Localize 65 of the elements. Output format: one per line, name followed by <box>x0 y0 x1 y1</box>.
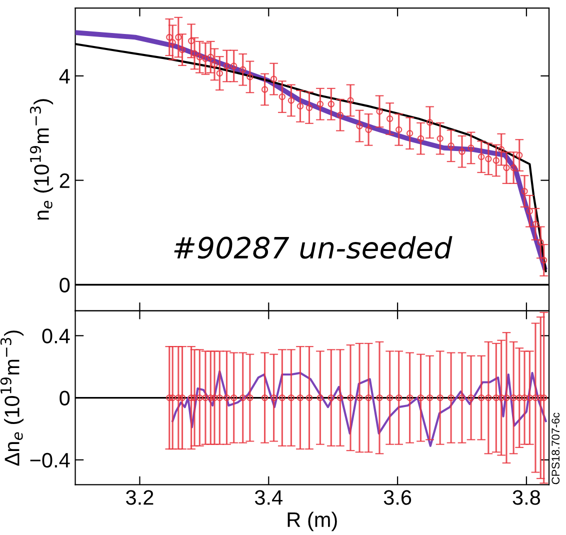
x-tick-label: 3.6 <box>384 490 412 505</box>
point <box>207 54 214 60</box>
point <box>365 126 372 134</box>
point <box>166 34 173 41</box>
point <box>532 220 539 228</box>
point <box>478 153 485 160</box>
point <box>240 66 246 73</box>
point <box>169 39 176 46</box>
point <box>406 130 414 137</box>
y-tick-label: 0.4 <box>42 328 70 344</box>
point <box>492 157 500 164</box>
annotation: #90287 un-seeded <box>174 236 452 259</box>
point <box>448 142 454 150</box>
point <box>396 126 402 134</box>
x-axis-title: R (m) <box>288 512 337 532</box>
y-tick-label: 2 <box>60 173 70 188</box>
point <box>521 188 528 195</box>
point <box>426 119 434 126</box>
point <box>246 74 254 80</box>
y-tick-label: 0 <box>60 390 70 406</box>
point <box>270 76 278 82</box>
point <box>261 86 268 93</box>
point <box>516 152 523 159</box>
point <box>376 108 383 115</box>
point <box>356 122 363 130</box>
point <box>537 239 544 246</box>
point <box>458 148 466 155</box>
point <box>336 112 344 118</box>
point <box>188 38 195 44</box>
point <box>468 144 474 152</box>
y-axis-title: Δn$_{e}$ (10$^{19}$m$^{−3}$) <box>0 330 24 466</box>
point <box>347 97 354 104</box>
point <box>223 62 230 70</box>
text: CPS18.707-6c <box>552 412 560 484</box>
x-tick-label: 3.8 <box>512 490 540 505</box>
point <box>436 135 444 142</box>
point <box>288 97 295 104</box>
point <box>202 55 209 62</box>
y-tick-label: 0 <box>60 278 70 292</box>
point <box>230 62 238 70</box>
point <box>386 115 394 122</box>
point <box>417 135 424 142</box>
point <box>216 70 223 77</box>
point <box>503 164 510 172</box>
point <box>191 50 198 57</box>
y-axis-title: n$_{e}$ (10$^{19}$m$^{−3}$) <box>30 99 54 220</box>
point <box>296 102 304 110</box>
y-tick-label: −0.4 <box>30 452 70 468</box>
point <box>510 164 517 172</box>
line-series <box>172 370 547 447</box>
point <box>485 156 492 162</box>
point <box>211 61 218 68</box>
point <box>175 34 182 41</box>
point <box>526 208 534 214</box>
point <box>306 104 313 112</box>
x-tick-label: 3.4 <box>254 490 283 505</box>
y-tick-label: 4 <box>59 69 70 84</box>
point <box>540 256 548 264</box>
point <box>196 54 204 60</box>
point <box>178 46 186 54</box>
point <box>328 100 334 108</box>
point <box>316 100 324 108</box>
x-tick-label: 3.2 <box>126 490 154 505</box>
point <box>278 93 286 100</box>
point <box>498 146 505 153</box>
